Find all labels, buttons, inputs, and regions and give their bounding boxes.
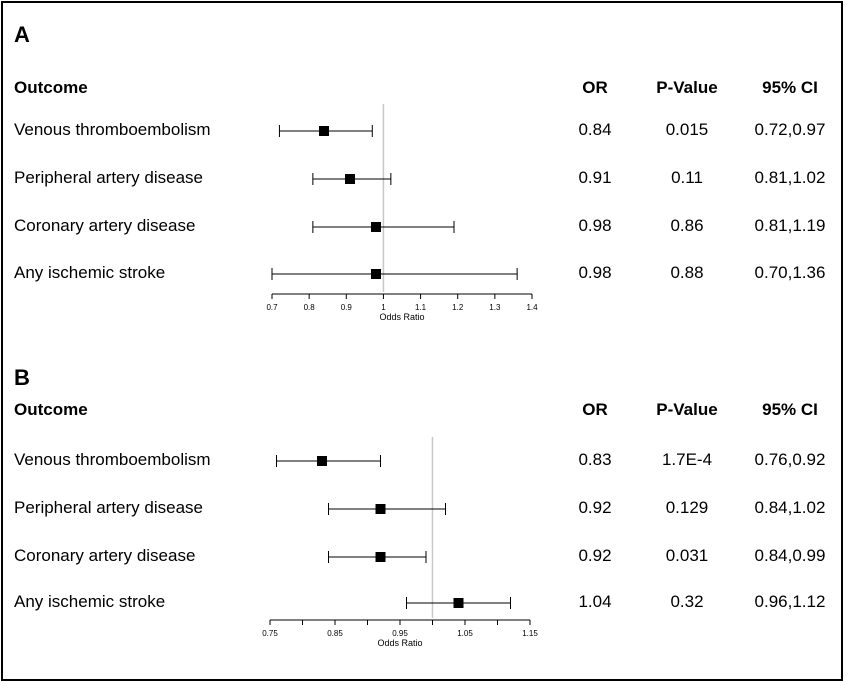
x-axis-tick-label: 0.95	[392, 629, 408, 638]
p-value: 0.129	[665, 498, 709, 517]
outcome-label: Coronary artery disease	[14, 216, 196, 235]
column-header-pvalue: P-Value	[656, 400, 718, 419]
point-estimate-marker	[371, 222, 381, 232]
column-header-ci: 95% CI	[762, 78, 818, 97]
column-header-pvalue: P-Value	[656, 78, 718, 97]
point-estimate-marker	[345, 174, 355, 184]
p-value: 0.32	[670, 592, 704, 611]
x-axis-tick-label: 0.75	[262, 629, 278, 638]
odds-ratio-value: 0.92	[578, 498, 612, 517]
confidence-interval: 0.96,1.12	[754, 592, 826, 611]
x-axis-tick-label: 1.2	[452, 303, 464, 312]
forest-plot-A: 0.7 0.8 0.9 1 1.1 1.2 1.3 1.4 Odds Ratio	[266, 104, 538, 322]
point-estimate-marker	[371, 269, 381, 279]
p-value: 1.7E-4	[661, 450, 713, 469]
confidence-interval: 0.84,1.02	[754, 498, 826, 517]
panel-label: A	[14, 22, 30, 47]
point-estimate-marker	[453, 598, 464, 608]
outcome-label: Peripheral artery disease	[14, 168, 203, 187]
confidence-interval: 0.81,1.02	[754, 168, 826, 187]
point-estimate-marker	[319, 126, 329, 136]
column-header-outcome: Outcome	[14, 78, 88, 97]
x-axis-tick-label: 0.8	[304, 303, 316, 312]
odds-ratio-value: 0.91	[578, 168, 612, 187]
x-axis-tick-label: 0.85	[327, 629, 343, 638]
confidence-interval: 0.84,0.99	[754, 546, 826, 565]
odds-ratio-value: 0.98	[578, 263, 612, 282]
outcome-label: Venous thromboembolism	[14, 450, 211, 469]
p-value: 0.11	[671, 168, 703, 187]
point-estimate-marker	[317, 456, 327, 466]
odds-ratio-value: 1.04	[578, 592, 612, 611]
outcome-label: Venous thromboembolism	[14, 120, 211, 139]
outcome-label: Coronary artery disease	[14, 546, 196, 565]
x-axis-tick-label: 0.9	[341, 303, 353, 312]
column-header-or: OR	[582, 400, 608, 419]
forest-plot-B: 0.75 0.85 0.95 1.05 1.15 Odds Ratio	[262, 437, 538, 648]
x-axis-tick-label: 1	[381, 303, 386, 312]
point-estimate-marker	[375, 504, 386, 514]
odds-ratio-value: 0.83	[578, 450, 612, 469]
x-axis-tick-label: 1.3	[489, 303, 501, 312]
column-header-ci: 95% CI	[762, 400, 818, 419]
confidence-interval: 0.76,0.92	[754, 450, 826, 469]
point-estimate-marker	[375, 552, 386, 562]
confidence-interval: 0.81,1.19	[754, 216, 826, 235]
confidence-interval: 0.72,0.97	[754, 120, 826, 139]
x-axis-label: Odds Ratio	[379, 312, 424, 322]
panel-label: B	[14, 365, 30, 390]
p-value: 0.86	[670, 216, 704, 235]
x-axis-tick-label: 0.7	[266, 303, 278, 312]
x-axis-tick-label: 1.1	[415, 303, 427, 312]
p-value: 0.015	[665, 120, 709, 139]
x-axis-tick-label: 1.15	[522, 629, 538, 638]
column-header-outcome: Outcome	[14, 400, 88, 419]
outcome-label: Any ischemic stroke	[14, 592, 166, 611]
p-value: 0.88	[670, 263, 704, 282]
x-axis-tick-label: 1.05	[457, 629, 473, 638]
outcome-label: Peripheral artery disease	[14, 498, 203, 517]
x-axis-tick-label: 1.4	[526, 303, 538, 312]
confidence-interval: 0.70,1.36	[754, 263, 826, 282]
p-value: 0.031	[665, 546, 709, 565]
odds-ratio-value: 0.92	[578, 546, 612, 565]
odds-ratio-value: 0.84	[578, 120, 612, 139]
outcome-label: Any ischemic stroke	[14, 263, 166, 282]
column-header-or: OR	[582, 78, 608, 97]
x-axis-label: Odds Ratio	[377, 638, 422, 648]
odds-ratio-value: 0.98	[578, 216, 612, 235]
